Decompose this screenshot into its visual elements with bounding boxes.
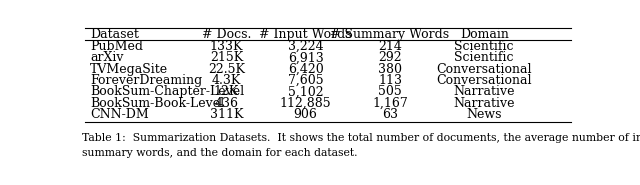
Text: 63: 63 bbox=[382, 108, 398, 121]
Text: Domain: Domain bbox=[460, 28, 509, 41]
Text: PubMed: PubMed bbox=[90, 40, 143, 53]
Text: Conversational: Conversational bbox=[436, 74, 532, 87]
Text: 6,420: 6,420 bbox=[288, 63, 324, 76]
Text: ForeverDreaming: ForeverDreaming bbox=[90, 74, 202, 87]
Text: 113: 113 bbox=[378, 74, 402, 87]
Text: CNN-DM: CNN-DM bbox=[90, 108, 148, 121]
Text: BookSum-Chapter-Level: BookSum-Chapter-Level bbox=[90, 85, 244, 98]
Text: 4.3K: 4.3K bbox=[212, 74, 241, 87]
Text: 906: 906 bbox=[294, 108, 317, 121]
Text: 5,102: 5,102 bbox=[288, 85, 323, 98]
Text: Narrative: Narrative bbox=[454, 97, 515, 110]
Text: BookSum-Book-Level: BookSum-Book-Level bbox=[90, 97, 224, 110]
Text: 3,224: 3,224 bbox=[288, 40, 323, 53]
Text: summary words, and the domain for each dataset.: summary words, and the domain for each d… bbox=[83, 148, 358, 158]
Text: Scientific: Scientific bbox=[454, 40, 514, 53]
Text: 380: 380 bbox=[378, 63, 402, 76]
Text: Conversational: Conversational bbox=[436, 63, 532, 76]
Text: 1,167: 1,167 bbox=[372, 97, 408, 110]
Text: arXiv: arXiv bbox=[90, 51, 124, 64]
Text: 214: 214 bbox=[378, 40, 402, 53]
Text: Dataset: Dataset bbox=[90, 28, 139, 41]
Text: Table 1:  Summarization Datasets.  It shows the total number of documents, the a: Table 1: Summarization Datasets. It show… bbox=[83, 133, 640, 143]
Text: 6,913: 6,913 bbox=[288, 51, 324, 64]
Text: TVMegaSite: TVMegaSite bbox=[90, 63, 168, 76]
Text: 292: 292 bbox=[378, 51, 402, 64]
Text: 505: 505 bbox=[378, 85, 402, 98]
Text: # Docs.: # Docs. bbox=[202, 28, 251, 41]
Text: 215K: 215K bbox=[210, 51, 243, 64]
Text: Narrative: Narrative bbox=[454, 85, 515, 98]
Text: 22.5K: 22.5K bbox=[208, 63, 245, 76]
Text: 436: 436 bbox=[214, 97, 238, 110]
Text: Scientific: Scientific bbox=[454, 51, 514, 64]
Text: 112,885: 112,885 bbox=[280, 97, 332, 110]
Text: News: News bbox=[467, 108, 502, 121]
Text: 311K: 311K bbox=[209, 108, 243, 121]
Text: 7,605: 7,605 bbox=[288, 74, 323, 87]
Text: 133K: 133K bbox=[209, 40, 243, 53]
Text: 12K: 12K bbox=[214, 85, 239, 98]
Text: # Summary Words: # Summary Words bbox=[330, 28, 449, 41]
Text: # Input Words: # Input Words bbox=[259, 28, 352, 41]
